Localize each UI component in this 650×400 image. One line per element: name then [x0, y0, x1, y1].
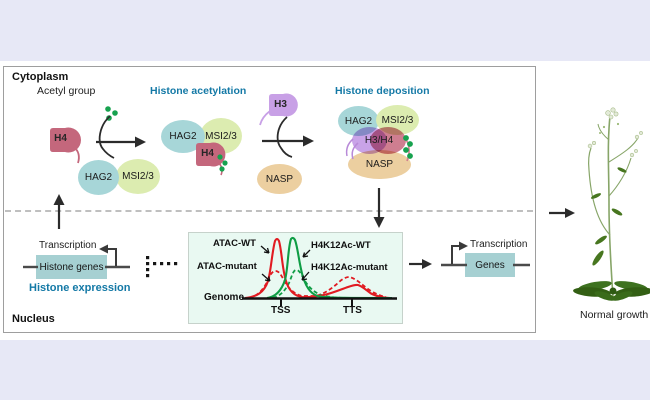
- genome-axis-label: Genome: [204, 292, 245, 303]
- h3-free-label: H3: [274, 99, 287, 110]
- nasp-ellipse-deposition: NASP: [348, 150, 411, 179]
- acetyl-group-label: Acetyl group: [37, 85, 96, 97]
- histone-deposition-title: Histone deposition: [335, 85, 430, 97]
- h4k12ac-wt-label: H4K12Ac-WT: [311, 240, 371, 251]
- msi23-ellipse-free: MSI2/3: [116, 159, 160, 194]
- h4-ellipse-deposition: [370, 127, 406, 154]
- h4-free-label: H4: [54, 133, 67, 144]
- h4k12ac-mutant-label: H4K12Ac-mutant: [311, 262, 388, 273]
- transcription-left-label: Transcription: [39, 240, 97, 251]
- tss-tick-label: TSS: [271, 305, 291, 316]
- nucleus-label: Nucleus: [12, 313, 55, 325]
- histone-acetylation-title: Histone acetylation: [150, 85, 247, 97]
- h3h4-label: H3/H4: [364, 135, 394, 146]
- normal-growth-caption: Normal growth: [580, 309, 649, 321]
- atac-mutant-label: ATAC-mutant: [197, 261, 257, 272]
- cytoplasm-nucleus-boundary: [5, 210, 533, 212]
- genes-box: Genes: [465, 253, 515, 277]
- cytoplasm-label: Cytoplasm: [12, 71, 69, 83]
- nasp-ellipse-free: NASP: [257, 164, 302, 194]
- tts-tick-label: TTS: [343, 305, 362, 316]
- hag2-ellipse-free: HAG2: [78, 160, 119, 195]
- transcription-right-label: Transcription: [470, 239, 528, 250]
- cell-outline-box: [3, 66, 536, 333]
- histone-expression-title: Histone expression: [29, 282, 131, 294]
- atac-wt-label: ATAC-WT: [213, 238, 256, 249]
- histone-genes-box: Histone genes: [36, 255, 107, 279]
- h4-complex-label: H4: [201, 148, 214, 159]
